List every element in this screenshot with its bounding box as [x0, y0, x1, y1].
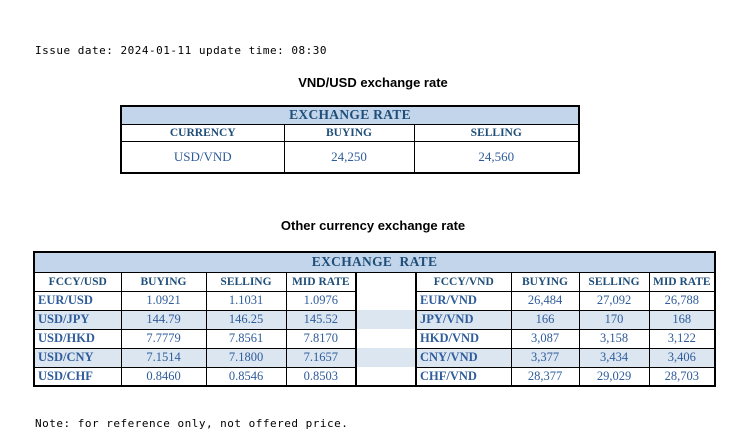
column-header-fccy-vnd: FCCY/VND	[415, 271, 512, 292]
mid-rate-cell: 26,788	[648, 290, 716, 311]
currency-pair-cell: USD/VND	[120, 140, 285, 174]
spacer-cell	[355, 291, 417, 310]
currency-pair-cell: EUR/VND	[415, 290, 512, 311]
table-row: USD/JPY 144.79 146.25 145.52 JPY/VND 166…	[33, 309, 716, 330]
mid-rate-cell: 7.1657	[285, 347, 357, 368]
table-row: USD/VND 24,250 24,560	[120, 140, 580, 174]
mid-rate-cell: 145.52	[285, 309, 357, 330]
spacer-cell	[355, 329, 417, 348]
mid-rate-cell: 3,406	[648, 347, 716, 368]
currency-pair-cell: HKD/VND	[415, 328, 512, 349]
selling-rate-cell: 24,560	[413, 140, 580, 174]
currency-pair-cell: USD/CNY	[33, 347, 122, 368]
spacer-cell	[355, 348, 417, 367]
table-band-header: EXCHANGE RATE	[120, 105, 580, 125]
buying-rate-cell: 26,484	[510, 290, 580, 311]
selling-rate-cell: 7.8561	[205, 328, 287, 349]
buying-rate-cell: 0.8460	[120, 366, 207, 387]
selling-rate-cell: 7.1800	[205, 347, 287, 368]
column-header-mid-rate: MID RATE	[285, 271, 357, 292]
buying-rate-cell: 166	[510, 309, 580, 330]
buying-rate-cell: 7.1514	[120, 347, 207, 368]
currency-pair-cell: USD/CHF	[33, 366, 122, 387]
mid-rate-cell: 3,122	[648, 328, 716, 349]
mid-rate-cell: 7.8170	[285, 328, 357, 349]
mid-rate-cell: 28,703	[648, 366, 716, 387]
currency-pair-cell: JPY/VND	[415, 309, 512, 330]
table-row: USD/CHF 0.8460 0.8546 0.8503 CHF/VND 28,…	[33, 366, 716, 387]
mid-rate-cell: 0.8503	[285, 366, 357, 387]
column-header-selling: SELLING	[578, 271, 650, 292]
selling-rate-cell: 3,434	[578, 347, 650, 368]
selling-rate-cell: 3,158	[578, 328, 650, 349]
selling-rate-cell: 29,029	[578, 366, 650, 387]
buying-rate-cell: 28,377	[510, 366, 580, 387]
note-line: Note: for reference only, not offered pr…	[35, 417, 349, 430]
selling-rate-cell: 170	[578, 309, 650, 330]
issue-date-line: Issue date: 2024-01-11 update time: 08:3…	[35, 44, 328, 57]
spacer-cell	[355, 272, 417, 291]
column-header-mid-rate: MID RATE	[648, 271, 716, 292]
spacer-cell	[355, 367, 417, 386]
buying-rate-cell: 1.0921	[120, 290, 207, 311]
column-header-buying: BUYING	[283, 123, 415, 142]
usd-table-title: VND/USD exchange rate	[298, 75, 448, 90]
selling-rate-cell: 1.1031	[205, 290, 287, 311]
column-header-currency: CURRENCY	[120, 123, 285, 142]
buying-rate-cell: 144.79	[120, 309, 207, 330]
table-band-header: EXCHANGE RATE	[33, 251, 716, 273]
selling-rate-cell: 0.8546	[205, 366, 287, 387]
table-row: EUR/USD 1.0921 1.1031 1.0976 EUR/VND 26,…	[33, 290, 716, 311]
mid-rate-cell: 168	[648, 309, 716, 330]
column-header-selling: SELLING	[413, 123, 580, 142]
table-row: USD/CNY 7.1514 7.1800 7.1657 CNY/VND 3,3…	[33, 347, 716, 368]
currency-pair-cell: CNY/VND	[415, 347, 512, 368]
buying-rate-cell: 7.7779	[120, 328, 207, 349]
buying-rate-cell: 24,250	[283, 140, 415, 174]
currency-pair-cell: CHF/VND	[415, 366, 512, 387]
currency-pair-cell: EUR/USD	[33, 290, 122, 311]
other-exchange-rate-table: EXCHANGE RATE FCCY/USD BUYING SELLING MI…	[33, 251, 717, 387]
selling-rate-cell: 146.25	[205, 309, 287, 330]
column-header-fccy-usd: FCCY/USD	[33, 271, 122, 292]
mid-rate-cell: 1.0976	[285, 290, 357, 311]
table-row: USD/HKD 7.7779 7.8561 7.8170 HKD/VND 3,0…	[33, 328, 716, 349]
other-table-title: Other currency exchange rate	[280, 218, 466, 233]
currency-pair-cell: USD/HKD	[33, 328, 122, 349]
buying-rate-cell: 3,377	[510, 347, 580, 368]
column-header-selling: SELLING	[205, 271, 287, 292]
buying-rate-cell: 3,087	[510, 328, 580, 349]
usd-exchange-rate-table: EXCHANGE RATE CURRENCY BUYING SELLING US…	[120, 105, 580, 174]
currency-pair-cell: USD/JPY	[33, 309, 122, 330]
spacer-cell	[355, 310, 417, 329]
selling-rate-cell: 27,092	[578, 290, 650, 311]
column-header-buying: BUYING	[120, 271, 207, 292]
column-header-buying: BUYING	[510, 271, 580, 292]
